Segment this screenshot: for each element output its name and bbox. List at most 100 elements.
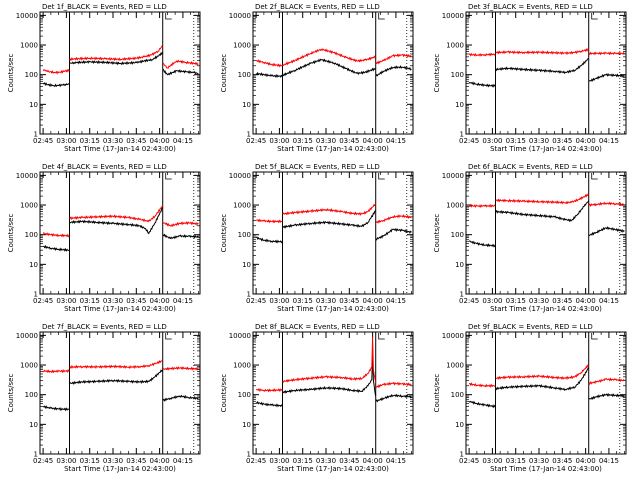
y-tick-label: 1 bbox=[34, 451, 38, 459]
series-events-line bbox=[468, 400, 496, 409]
x-tick-label: 04:15 bbox=[173, 297, 193, 305]
series-events-line bbox=[42, 81, 70, 88]
x-axis-label: Start Time (17-Jan-14 02:43:00) bbox=[490, 145, 602, 153]
x-tick-label: 03:15 bbox=[80, 457, 100, 465]
plot-frame bbox=[39, 11, 201, 135]
x-tick-label: 02:45 bbox=[246, 457, 266, 465]
x-tick-label: 03:00 bbox=[56, 137, 76, 145]
series-events-line bbox=[255, 71, 283, 79]
series-lld-line bbox=[69, 359, 163, 370]
y-tick-label: 10000 bbox=[442, 332, 464, 340]
x-tick-label: 04:15 bbox=[386, 457, 406, 465]
x-tick-label: 03:00 bbox=[482, 297, 502, 305]
series-lld-line bbox=[495, 364, 589, 381]
x-axis-label: Start Time (17-Jan-14 02:43:00) bbox=[277, 465, 389, 473]
y-tick-label: 10 bbox=[29, 101, 38, 109]
series-lld-line bbox=[162, 220, 199, 228]
y-tick-label: 100 bbox=[451, 231, 464, 239]
subplot-det-2: Det 2f_BLACK = Events, RED = LLD 1 10 100 10… bbox=[220, 3, 414, 153]
series-events-line bbox=[375, 227, 412, 241]
series-lld-line bbox=[69, 45, 163, 62]
y-axis-label: Counts/sec bbox=[433, 54, 441, 93]
subplot-title: Det 3f_BLACK = Events, RED = LLD bbox=[468, 3, 593, 11]
x-tick-label: 04:15 bbox=[599, 137, 619, 145]
subplot-det-9: Det 9f_BLACK = Events, RED = LLD 1 10 100 10… bbox=[433, 323, 627, 473]
x-tick-label: 03:45 bbox=[126, 137, 146, 145]
y-tick-label: 1000 bbox=[446, 202, 464, 210]
x-tick-label: 03:30 bbox=[316, 297, 336, 305]
y-tick-label: 10000 bbox=[442, 12, 464, 20]
y-tick-label: 10 bbox=[455, 261, 464, 269]
series-events-line bbox=[495, 58, 589, 74]
series-lld-line bbox=[375, 381, 412, 389]
x-tick-label: 03:45 bbox=[552, 137, 572, 145]
y-tick-label: 1 bbox=[34, 131, 38, 139]
plot-frame bbox=[465, 171, 627, 295]
x-tick-label: 03:15 bbox=[293, 137, 313, 145]
y-tick-label: 100 bbox=[238, 71, 251, 79]
series-events-line bbox=[375, 393, 412, 403]
x-axis-label: Start Time (17-Jan-14 02:43:00) bbox=[64, 305, 176, 313]
series-lld-line bbox=[468, 382, 496, 388]
series-lld-line bbox=[42, 232, 70, 238]
y-tick-label: 100 bbox=[451, 71, 464, 79]
series-lld-line bbox=[468, 203, 496, 209]
plot-frame bbox=[252, 11, 414, 135]
x-tick-label: 04:00 bbox=[576, 457, 596, 465]
plot-frame bbox=[39, 171, 201, 295]
x-tick-label: 03:45 bbox=[339, 457, 359, 465]
y-tick-label: 1 bbox=[247, 291, 251, 299]
x-tick-label: 04:15 bbox=[173, 457, 193, 465]
x-axis-label: Start Time (17-Jan-14 02:43:00) bbox=[64, 145, 176, 153]
series-lld-line bbox=[588, 377, 625, 385]
plot-frame bbox=[465, 11, 627, 135]
x-tick-label: 03:00 bbox=[269, 297, 289, 305]
x-tick-label: 04:00 bbox=[576, 297, 596, 305]
y-tick-label: 1000 bbox=[233, 202, 251, 210]
x-tick-label: 03:45 bbox=[126, 457, 146, 465]
x-tick-label: 02:45 bbox=[246, 297, 266, 305]
y-tick-label: 10 bbox=[29, 261, 38, 269]
series-events-line bbox=[588, 226, 625, 236]
series-lld-line bbox=[282, 336, 377, 383]
plot-frame bbox=[252, 331, 414, 455]
plot-frame bbox=[465, 331, 627, 455]
y-tick-label: 1000 bbox=[20, 202, 38, 210]
y-tick-label: 100 bbox=[451, 391, 464, 399]
series-lld-line bbox=[255, 387, 283, 393]
y-tick-label: 10000 bbox=[229, 172, 251, 180]
y-tick-label: 1000 bbox=[233, 362, 251, 370]
series-lld-line bbox=[588, 51, 625, 56]
x-tick-label: 03:45 bbox=[552, 297, 572, 305]
x-tick-label: 04:15 bbox=[173, 137, 193, 145]
series-events-line bbox=[162, 69, 199, 76]
y-tick-label: 1000 bbox=[20, 42, 38, 50]
series-lld-line bbox=[282, 203, 377, 216]
series-events-line bbox=[255, 236, 283, 244]
x-tick-label: 03:15 bbox=[293, 457, 313, 465]
y-tick-label: 1 bbox=[247, 131, 251, 139]
y-axis-label: Counts/sec bbox=[433, 374, 441, 413]
flag-marker bbox=[591, 13, 598, 20]
subplot-det-8: Det 8f_BLACK = Events, RED = LLD 1 10 100 10… bbox=[220, 323, 414, 473]
x-tick-label: 03:30 bbox=[316, 137, 336, 145]
series-events-line bbox=[255, 400, 283, 408]
series-lld-line bbox=[256, 218, 283, 224]
subplot-title: Det 1f_BLACK = Events, RED = LLD bbox=[42, 3, 167, 11]
subplot-det-4: Det 4f_BLACK = Events, RED = LLD 1 10 100 10… bbox=[7, 163, 201, 313]
subplot-det-5: Det 5f_BLACK = Events, RED = LLD 1 10 100 10… bbox=[220, 163, 414, 313]
series-lld-line bbox=[69, 205, 164, 223]
subplot-title: Det 6f_BLACK = Events, RED = LLD bbox=[468, 163, 593, 171]
series-events-line bbox=[162, 233, 199, 240]
y-tick-label: 1000 bbox=[446, 42, 464, 50]
x-tick-label: 02:45 bbox=[459, 137, 479, 145]
y-tick-label: 1 bbox=[247, 451, 251, 459]
x-tick-label: 04:00 bbox=[150, 137, 170, 145]
series-events-line bbox=[588, 392, 625, 401]
series-lld-line bbox=[162, 365, 199, 371]
y-axis-label: Counts/sec bbox=[220, 54, 228, 93]
y-tick-label: 1000 bbox=[20, 362, 38, 370]
x-tick-label: 04:15 bbox=[599, 457, 619, 465]
series-lld-line bbox=[42, 368, 70, 374]
x-tick-label: 03:30 bbox=[529, 297, 549, 305]
